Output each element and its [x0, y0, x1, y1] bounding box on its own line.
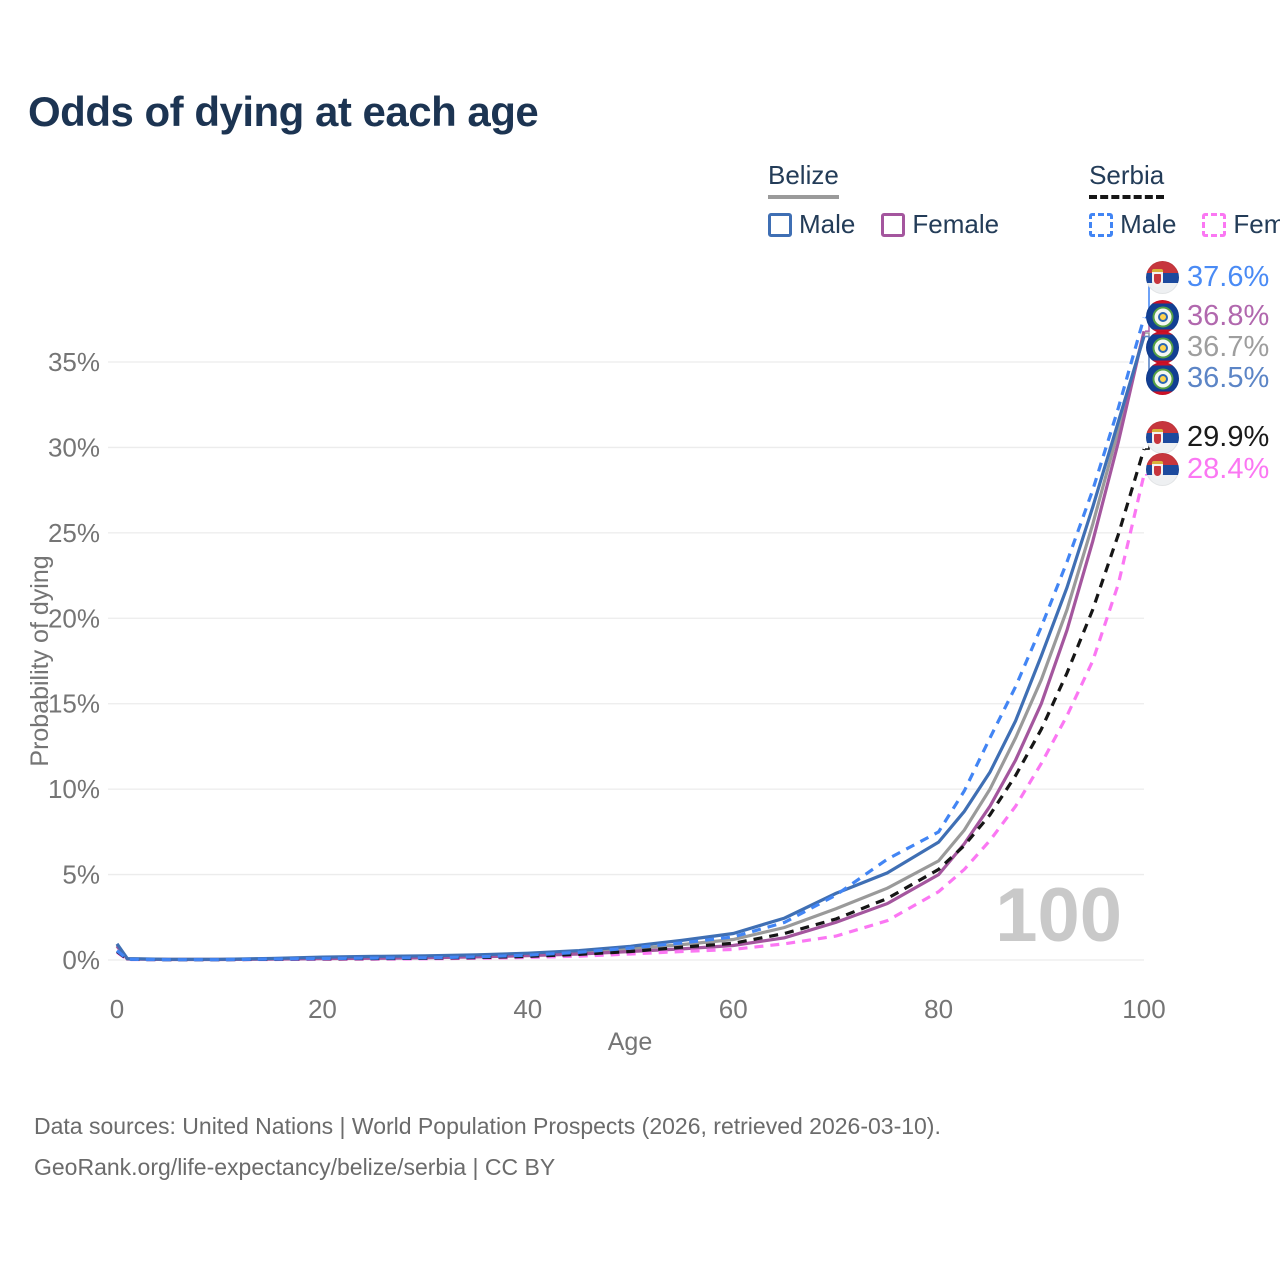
x-tick-label: 0: [110, 994, 124, 1024]
series-line-serbia_total: [116, 448, 1146, 962]
belize-flag-icon: [1146, 331, 1179, 364]
belize-female-swatch-icon: [881, 212, 906, 237]
series-line-serbia_male: [115, 317, 1146, 962]
legend-label-serbia-female: Female: [1233, 209, 1280, 239]
x-tick-label: 40: [513, 994, 542, 1024]
y-tick-label: 35%: [48, 347, 100, 377]
belize-male-swatch-icon: [768, 212, 792, 237]
serbia-female-swatch-icon: [1202, 212, 1227, 237]
legend-country-serbia: Serbia: [1089, 160, 1165, 199]
footer-line1: Data sources: United Nations | World Pop…: [34, 1113, 941, 1139]
y-tick-label: 0%: [62, 945, 100, 975]
y-tick-label: 5%: [62, 860, 100, 890]
legend-item-serbia-female[interactable]: Female: [1202, 209, 1280, 240]
footer-line2: GeoRank.org/life-expectancy/belize/serbi…: [34, 1154, 556, 1180]
x-tick-label: 20: [308, 994, 337, 1024]
legend-item-belize-male[interactable]: Male: [768, 209, 855, 240]
end-label-belize-total: 36.7%: [1146, 331, 1269, 364]
x-tick-label: 100: [1122, 994, 1165, 1024]
belize-flag-icon: [1146, 362, 1179, 395]
legend-items-belize: Male Female: [768, 209, 999, 240]
legend-country-belize: Belize: [768, 160, 839, 199]
series-line-belize_total: [115, 332, 1146, 961]
legend-label-belize-female: Female: [912, 209, 1000, 239]
series-line-serbia_female: [116, 474, 1146, 962]
end-value-serbia-total: 29.9%: [1187, 421, 1270, 453]
y-tick-label: 10%: [48, 774, 100, 804]
serbia-flag-icon: [1146, 453, 1179, 486]
end-label-serbia-total: 29.9%: [1146, 421, 1269, 454]
legend-group-belize: Belize Male Female: [768, 160, 999, 240]
end-label-serbia-male: 37.6%: [1146, 261, 1269, 294]
end-label-serbia-female: 28.4%: [1146, 453, 1269, 486]
legend-group-serbia: Serbia Male Female: [1089, 160, 1280, 240]
y-tick-label: 25%: [48, 518, 100, 548]
page-title: Odds of dying at each age: [28, 88, 539, 135]
serbia-male-swatch-icon: [1089, 212, 1114, 237]
x-tick-label: 60: [719, 994, 748, 1024]
end-value-belize-total: 36.7%: [1187, 331, 1270, 363]
y-tick-label: 20%: [48, 603, 100, 633]
series-line-belize_male: [115, 335, 1146, 961]
data-source-footer: Data sources: United Nations | World Pop…: [34, 1106, 941, 1188]
x-axis-title: Age: [608, 1028, 652, 1056]
end-value-belize-male: 36.5%: [1187, 362, 1270, 394]
y-tick-label: 30%: [48, 432, 100, 462]
x-tick-label: 80: [924, 994, 953, 1024]
series-line-belize_female: [115, 330, 1146, 962]
end-value-serbia-female: 28.4%: [1187, 453, 1270, 485]
legend-label-serbia-male: Male: [1120, 209, 1177, 239]
chart-legend: Belize Male Female Serbia Male Female: [768, 160, 1280, 240]
end-label-belize-male: 36.5%: [1146, 362, 1269, 395]
end-value-serbia-male: 37.6%: [1187, 261, 1270, 293]
legend-items-serbia: Male Female: [1089, 209, 1280, 240]
legend-label-belize-male: Male: [799, 209, 856, 239]
end-value-belize-female: 36.8%: [1187, 300, 1270, 332]
serbia-flag-icon: [1146, 261, 1179, 294]
y-axis-title: Probability of dying: [26, 555, 54, 766]
y-tick-label: 15%: [48, 689, 100, 719]
belize-flag-icon: [1146, 300, 1179, 333]
legend-item-belize-female[interactable]: Female: [881, 209, 999, 240]
serbia-flag-icon: [1146, 421, 1179, 454]
age-watermark: 100: [995, 873, 1122, 958]
legend-item-serbia-male[interactable]: Male: [1089, 209, 1176, 240]
end-label-belize-female: 36.8%: [1146, 300, 1269, 333]
